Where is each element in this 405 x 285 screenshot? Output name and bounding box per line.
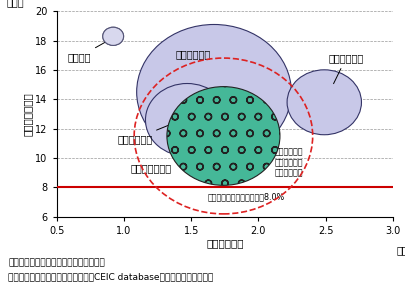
X-axis label: 不良債権比率: 不良債権比率 <box>206 239 243 249</box>
Text: 外国銀行: 外国銀行 <box>68 40 108 62</box>
Ellipse shape <box>136 25 291 160</box>
Text: 農村商業銀行: 農村商業銀行 <box>328 53 364 84</box>
Text: 都市商業銀行: 都市商業銀行 <box>117 125 168 144</box>
Y-axis label: 総自己資本比率: 総自己資本比率 <box>23 92 32 136</box>
Ellipse shape <box>287 70 361 135</box>
Text: 資料：中国銀行業監督管理委員会、CEIC databaseから経済産業省作成。: 資料：中国銀行業監督管理委員会、CEIC databaseから経済産業省作成。 <box>8 272 213 281</box>
Text: 国際基準の最低所要水準＝8.0%: 国際基準の最低所要水準＝8.0% <box>207 192 285 201</box>
Text: 大型商業銀行: 大型商業銀行 <box>175 49 210 59</box>
Text: 備考：円の大きさは不良債権額を表示。: 備考：円の大きさは不良債権額を表示。 <box>8 258 105 267</box>
Text: （％）: （％） <box>396 245 405 255</box>
Text: 株式制商業銀
行の自己資本
比率が低い。: 株式制商業銀 行の自己資本 比率が低い。 <box>259 148 303 178</box>
Ellipse shape <box>145 84 229 156</box>
Ellipse shape <box>167 87 280 185</box>
Text: （％）: （％） <box>6 0 24 7</box>
Ellipse shape <box>103 27 124 45</box>
Text: 株式制商業銀行: 株式制商業銀行 <box>131 154 189 173</box>
Ellipse shape <box>103 27 124 45</box>
